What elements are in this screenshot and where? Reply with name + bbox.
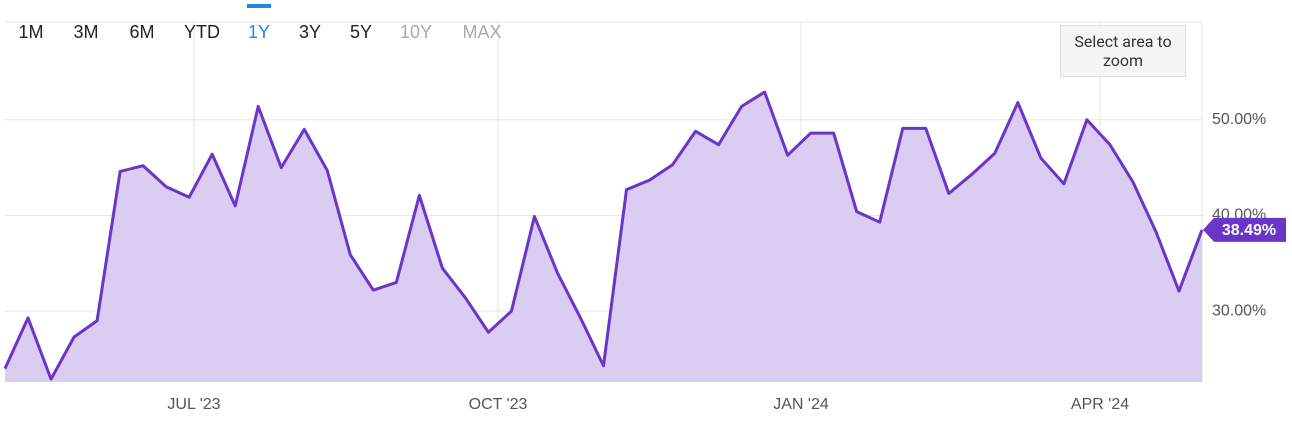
range-button[interactable]: 3Y [299, 22, 321, 42]
range-button: 10Y [400, 22, 432, 42]
zoom-hint: Select area to zoom [1060, 25, 1186, 77]
range-button[interactable]: 6M [129, 22, 154, 42]
value-badge [1203, 217, 1286, 242]
y-tick-label: 30.00% [1212, 302, 1266, 319]
range-button[interactable]: 1Y [248, 22, 270, 42]
x-tick-label: OCT '23 [469, 396, 528, 413]
range-button[interactable]: YTD [184, 22, 220, 42]
value-label: 38.49% [1222, 222, 1276, 239]
x-tick-label: APR '24 [1071, 396, 1129, 413]
range-button[interactable]: 3M [73, 22, 98, 42]
area-fill [5, 92, 1202, 382]
x-tick-label: JUL '23 [167, 396, 220, 413]
range-button[interactable]: 1M [18, 22, 43, 42]
line [3, 90, 1204, 381]
x-tick-label: JAN '24 [773, 396, 829, 413]
active-indicator [247, 4, 271, 8]
range-button: MAX [462, 22, 501, 42]
y-tick-label: 50.00% [1212, 111, 1266, 128]
range-button[interactable]: 5Y [350, 22, 372, 42]
